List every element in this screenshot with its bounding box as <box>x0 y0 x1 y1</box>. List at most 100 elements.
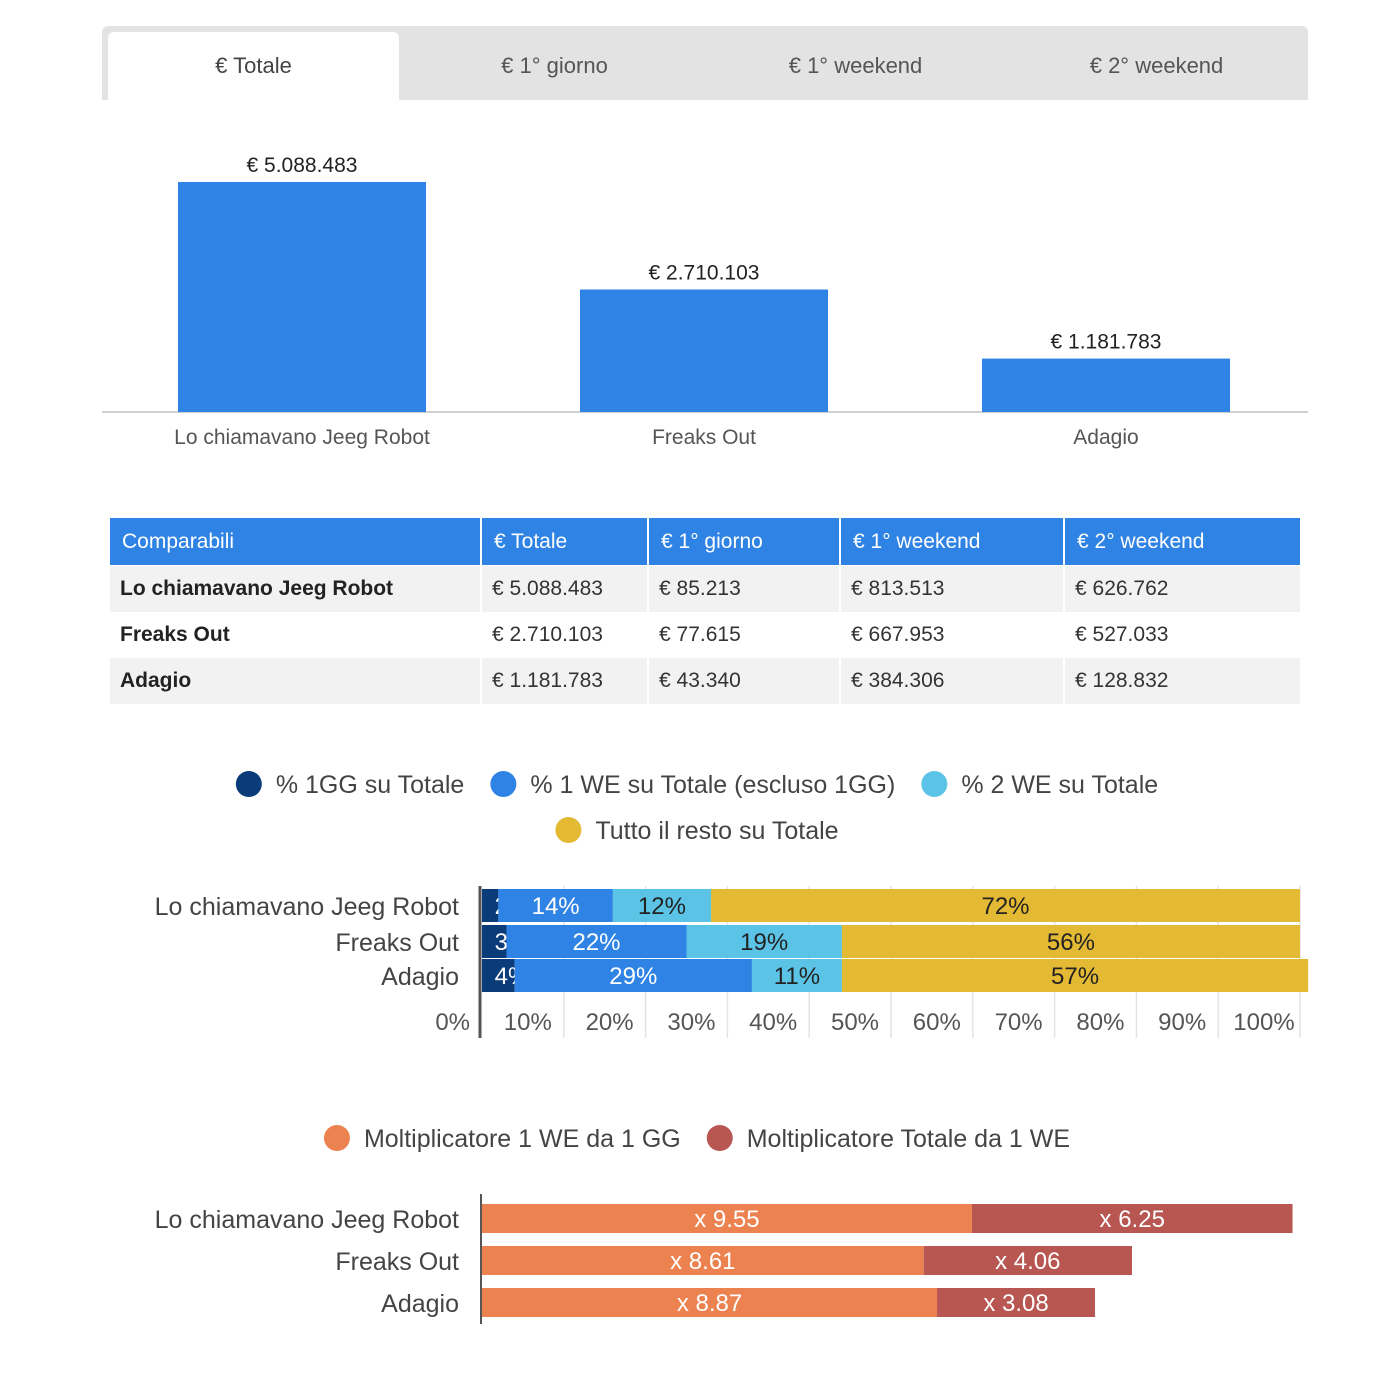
legend-label: % 1GG su Totale <box>276 771 465 799</box>
legend-marker <box>921 771 948 797</box>
bar <box>580 289 828 412</box>
data-label: x 8.87 <box>677 1290 742 1317</box>
col-header-primo-giorno: € 1° giorno <box>649 518 839 566</box>
stacked-segment <box>498 889 613 922</box>
legend-marker <box>235 771 262 797</box>
table-cell-film: Freaks Out <box>120 623 230 646</box>
multiplier-stacked-chart: Moltiplicatore 1 WE da 1 GG Moltiplicator… <box>155 1125 1293 1324</box>
category-label: Adagio <box>381 1290 459 1318</box>
x-tick-label: 70% <box>995 1009 1043 1036</box>
category-label: Lo chiamavano Jeeg Robot <box>155 893 459 921</box>
table-cell: € 43.340 <box>649 658 839 704</box>
x-tick-label: 30% <box>667 1009 715 1036</box>
table-row: Lo chiamavano Jeeg Robot € 5.088.483 € 8… <box>110 566 1300 612</box>
data-label: 22% <box>572 929 620 956</box>
stacked-segment <box>923 1246 1132 1275</box>
table-cell: € 667.953 <box>851 623 945 646</box>
data-label: 11% <box>774 963 820 990</box>
tab-totale[interactable]: € Totale <box>108 32 399 100</box>
table-cell: € 813.513 <box>841 566 1063 612</box>
category-label: Freaks Out <box>335 1248 459 1276</box>
category-label: Freaks Out <box>335 929 459 957</box>
totale-bar-chart: € 5.088.483 Lo chiamavano Jeeg Robot € 2.7… <box>102 154 1308 449</box>
data-label: 12% <box>638 893 686 920</box>
data-label: x 4.06 <box>995 1248 1060 1275</box>
data-label: 72% <box>981 893 1029 920</box>
category-label: Adagio <box>381 963 459 991</box>
table-header-row: Comparabili € Totale € 1° giorno € 1° we… <box>110 518 1300 566</box>
bar <box>982 358 1230 412</box>
stacked-segment <box>482 1246 924 1275</box>
stacked-segment <box>751 959 842 992</box>
stacked-segment <box>482 959 515 992</box>
table-row: Adagio € 1.181.783 € 43.340 € 384.306 € … <box>110 658 1300 704</box>
legend-label: Moltiplicatore Totale da 1 WE <box>747 1125 1070 1153</box>
table-cell-film: Lo chiamavano Jeeg Robot <box>110 566 480 612</box>
stacked-segment <box>506 925 687 958</box>
data-label: x 9.55 <box>694 1206 759 1233</box>
stacked-segment <box>612 889 712 922</box>
col-header-comparabili: Comparabili <box>110 518 480 566</box>
x-tick-label: 80% <box>1076 1009 1124 1036</box>
data-label: x 3.08 <box>983 1290 1048 1317</box>
stacked-segment <box>937 1288 1096 1317</box>
legend-marker <box>555 817 582 843</box>
x-tick-label: 100% <box>1233 1009 1294 1036</box>
col-header-primo-weekend: € 1° weekend <box>841 518 1063 566</box>
table-cell: € 1.181.783 <box>482 658 647 704</box>
data-label: x 6.25 <box>1100 1206 1165 1233</box>
table-cell: € 128.832 <box>1065 658 1300 704</box>
percent-stacked-chart: % 1GG su Totale % 1 WE su Totale (escluso… <box>155 771 1309 1038</box>
stacked-segment <box>841 959 1309 992</box>
table-cell: € 5.088.483 <box>482 566 647 612</box>
x-tick-label: 10% <box>504 1009 552 1036</box>
data-label: € 1.181.783 <box>1051 331 1162 354</box>
tab-primo-weekend[interactable]: € 1° weekend <box>788 53 923 78</box>
legend-marker <box>490 771 517 797</box>
legend-label: Moltiplicatore 1 WE da 1 GG <box>364 1125 681 1153</box>
table-row: Freaks Out € 2.710.103 € 77.615 € 667.95… <box>110 612 1300 658</box>
data-label: € 2.710.103 <box>649 262 760 285</box>
table-cell-film: Adagio <box>110 658 480 704</box>
table-cell: € 384.306 <box>841 658 1063 704</box>
comparables-table: Comparabili € Totale € 1° giorno € 1° we… <box>108 518 1302 704</box>
stacked-segment <box>711 889 1300 922</box>
table-cell: € 2.710.103 <box>492 623 603 646</box>
category-label: Lo chiamavano Jeeg Robot <box>155 1206 459 1234</box>
col-header-secondo-weekend: € 2° weekend <box>1065 518 1300 566</box>
col-header-totale: € Totale <box>482 518 647 566</box>
x-tick-label: 0% <box>435 1009 470 1036</box>
tab-primo-giorno[interactable]: € 1° giorno <box>501 53 608 78</box>
legend-label: % 2 WE su Totale <box>961 771 1158 799</box>
stacked-segment <box>514 959 752 992</box>
tab-secondo-weekend[interactable]: € 2° weekend <box>1089 53 1224 78</box>
data-label: € 5.088.483 <box>247 154 358 177</box>
table-cell: € 85.213 <box>649 566 839 612</box>
bar <box>178 182 426 412</box>
table-cell: € 626.762 <box>1065 566 1300 612</box>
table-cell: € 527.033 <box>1075 623 1169 646</box>
category-label: Adagio <box>1073 426 1138 449</box>
x-tick-label: 20% <box>586 1009 634 1036</box>
stacked-segment <box>482 1204 972 1233</box>
category-label: Freaks Out <box>652 426 756 449</box>
stacked-segment <box>482 889 499 922</box>
x-tick-label: 90% <box>1158 1009 1206 1036</box>
legend-label: % 1 WE su Totale (escluso 1GG) <box>530 771 895 799</box>
data-label: 56% <box>1047 929 1095 956</box>
x-tick-label: 40% <box>749 1009 797 1036</box>
data-label: 14% <box>532 893 580 920</box>
table-cell: € 77.615 <box>659 623 741 646</box>
legend-marker <box>323 1125 350 1151</box>
x-tick-label: 50% <box>831 1009 879 1036</box>
data-label: 29% <box>609 963 657 990</box>
x-tick-label: 60% <box>913 1009 961 1036</box>
stacked-segment <box>482 1288 938 1317</box>
stacked-segment <box>482 925 507 958</box>
category-label: Lo chiamavano Jeeg Robot <box>174 426 430 449</box>
legend-marker <box>706 1125 733 1151</box>
data-label: 19% <box>740 929 788 956</box>
legend-label: Tutto il resto su Totale <box>595 817 838 845</box>
tab-bar: € Totale € 1° giorno € 1° weekend € 2° w… <box>102 26 1308 100</box>
stacked-segment <box>686 925 842 958</box>
